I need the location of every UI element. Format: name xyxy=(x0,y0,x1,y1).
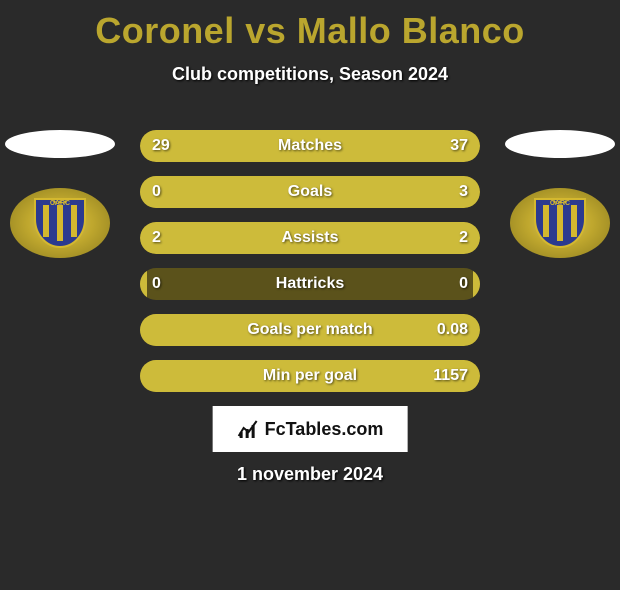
stat-label: Min per goal xyxy=(263,367,357,385)
club-logo-right: CARC ★★★ xyxy=(510,188,610,258)
stat-row: 1157 Min per goal xyxy=(140,360,480,392)
stat-label: Goals xyxy=(288,183,332,201)
stat-fill-left xyxy=(140,176,147,208)
stat-label: Hattricks xyxy=(276,275,344,293)
stat-row: 29 37 Matches xyxy=(140,130,480,162)
stat-label: Matches xyxy=(278,137,342,155)
stat-fill-right xyxy=(473,268,480,300)
stat-label: Assists xyxy=(282,229,339,247)
date-line: 1 november 2024 xyxy=(237,464,383,485)
stat-value-left: 29 xyxy=(152,137,170,155)
subtitle: Club competitions, Season 2024 xyxy=(0,64,620,85)
stats-comparison-bars: 29 37 Matches 0 3 Goals 2 2 Assists 0 0 Hattricks 0.… xyxy=(140,130,480,392)
stat-value-left: 2 xyxy=(152,229,161,247)
stat-value-right: 0 xyxy=(459,275,468,293)
stat-fill-left xyxy=(140,268,147,300)
stat-row: 0.08 Goals per match xyxy=(140,314,480,346)
page-title: Coronel vs Mallo Blanco xyxy=(0,10,620,52)
chart-icon xyxy=(237,418,259,440)
svg-text:★★★: ★★★ xyxy=(52,199,68,206)
stat-row: 2 2 Assists xyxy=(140,222,480,254)
stat-label: Goals per match xyxy=(247,321,372,339)
stat-value-right: 0.08 xyxy=(437,321,468,339)
stat-value-left: 0 xyxy=(152,183,161,201)
svg-text:★★★: ★★★ xyxy=(552,199,568,206)
branding-text: FcTables.com xyxy=(265,419,384,440)
stat-value-right: 1157 xyxy=(433,367,468,385)
stat-row: 0 0 Hattricks xyxy=(140,268,480,300)
stat-value-right: 3 xyxy=(459,183,468,201)
right-player-column: CARC ★★★ xyxy=(500,130,620,258)
stat-value-left: 0 xyxy=(152,275,161,293)
stat-fill-left xyxy=(140,360,147,392)
stat-fill-left xyxy=(140,314,147,346)
shield-icon: CARC ★★★ xyxy=(25,195,95,251)
shield-icon: CARC ★★★ xyxy=(525,195,595,251)
player-photo-placeholder-left xyxy=(5,130,115,158)
left-player-column: CARC ★★★ xyxy=(0,130,120,258)
stat-row: 0 3 Goals xyxy=(140,176,480,208)
branding-badge: FcTables.com xyxy=(213,406,408,452)
player-photo-placeholder-right xyxy=(505,130,615,158)
club-logo-left: CARC ★★★ xyxy=(10,188,110,258)
stat-value-right: 37 xyxy=(450,137,468,155)
stat-value-right: 2 xyxy=(459,229,468,247)
